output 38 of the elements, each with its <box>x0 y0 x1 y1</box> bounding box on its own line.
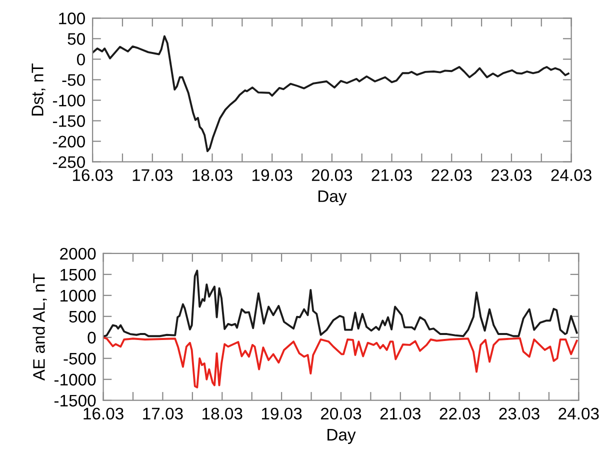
y-tick-label: 2000 <box>60 248 96 260</box>
y-tick-label: -50 <box>62 74 85 86</box>
x-tick-label: 16.03 <box>72 169 113 182</box>
y-tick-label: -250 <box>53 156 85 168</box>
y-tick-label: -200 <box>53 136 85 148</box>
x-tick-label: 23.03 <box>499 408 540 420</box>
y-tick-label: 500 <box>69 310 96 323</box>
x-axis-title: Day <box>328 429 356 444</box>
y-tick-label: -150 <box>53 115 85 127</box>
y-tick-label: 1000 <box>60 290 96 302</box>
x-tick-label: 22.03 <box>440 408 480 420</box>
y-tick-label: -1500 <box>54 394 96 407</box>
x-tick-label: 20.03 <box>320 408 362 420</box>
x-tick-label: 22.03 <box>432 169 472 182</box>
y-axis-title: Dst, nT <box>32 64 46 116</box>
y-tick-label: -500 <box>64 352 96 365</box>
y-tick-label: 1500 <box>60 268 96 281</box>
y-tick-label: 0 <box>77 54 85 66</box>
x-tick-label: 17.03 <box>132 169 173 182</box>
y-tick-label: -1000 <box>54 374 96 386</box>
x-tick-label: 17.03 <box>143 408 183 420</box>
x-tick-label: 21.03 <box>380 408 421 420</box>
x-tick-label: 23.03 <box>491 169 532 182</box>
x-tick-label: 18.03 <box>202 408 242 420</box>
y-tick-label: 0 <box>88 332 96 344</box>
y-tick-label: -100 <box>53 94 85 106</box>
x-tick-label: 20.03 <box>312 169 352 182</box>
x-tick-label: 19.03 <box>252 169 292 182</box>
x-tick-label: 16.03 <box>84 408 124 420</box>
y-tick-label: 50 <box>68 33 85 45</box>
x-tick-label: 18.03 <box>192 169 232 182</box>
x-tick-label: 21.03 <box>372 169 412 182</box>
x-axis-title: Day <box>318 190 347 206</box>
x-tick-label: 24.03 <box>551 169 592 182</box>
y-tick-label: 100 <box>59 12 85 24</box>
x-tick-label: 19.03 <box>262 408 302 420</box>
x-tick-label: 24.03 <box>558 408 599 420</box>
y-axis-title: AE and AL, nT <box>32 274 47 381</box>
